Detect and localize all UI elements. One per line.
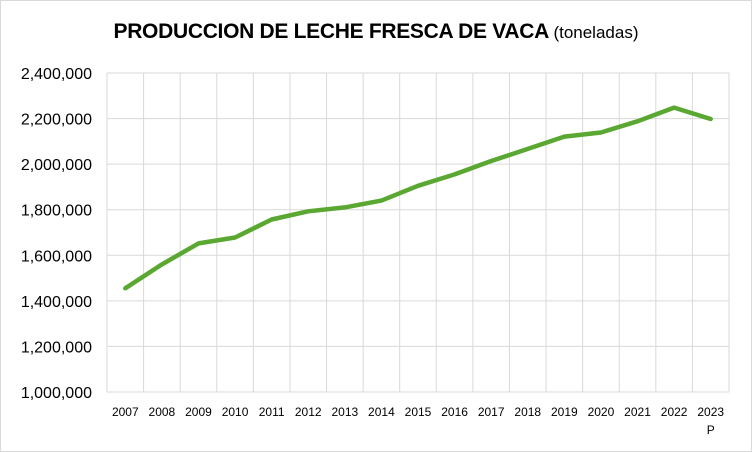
x-tick-label: 2020	[588, 405, 615, 419]
x-tick-label: 2010	[222, 405, 249, 419]
chart-title: PRODUCCION DE LECHE FRESCA DE VACA (tone…	[0, 20, 752, 44]
y-tick-label: 1,200,000	[21, 339, 92, 356]
x-axis-ticks: 2007 2008 2009 2010 2011 2012 2013 2014 2015 2016…	[112, 405, 724, 437]
chart-title-unit: (toneladas)	[553, 23, 639, 42]
y-tick-label: 1,400,000	[21, 294, 92, 311]
x-tick-label: 2015	[405, 405, 432, 419]
x-tick-label: 2018	[514, 405, 541, 419]
x-tick-label: 2011	[259, 405, 285, 419]
x-tick-label: 2013	[331, 405, 358, 419]
x-tick-label: 2023	[697, 405, 724, 419]
series-line	[123, 105, 713, 291]
x-tick-note: P	[707, 423, 715, 437]
y-tick-label: 2,400,000	[21, 66, 92, 83]
series-group	[123, 105, 713, 291]
gridlines	[106, 72, 730, 393]
chart-title-main: PRODUCCION DE LECHE FRESCA DE VACA	[113, 20, 549, 43]
x-tick-label: 2012	[295, 405, 322, 419]
x-tick-label: 2009	[185, 405, 212, 419]
y-axis-ticks: 1,000,000 1,200,000 1,400,000 1,600,000 1,80…	[21, 66, 92, 402]
y-tick-label: 1,600,000	[21, 248, 92, 265]
x-tick-label: 2021	[624, 405, 651, 419]
x-tick-label: 2022	[661, 405, 688, 419]
y-tick-label: 1,800,000	[21, 203, 92, 220]
x-tick-label: 2016	[441, 405, 468, 419]
x-tick-label: 2014	[368, 405, 395, 419]
y-tick-label: 2,200,000	[21, 112, 92, 129]
x-tick-label: 2017	[478, 405, 505, 419]
x-tick-label: 2019	[551, 405, 578, 419]
y-tick-label: 2,000,000	[21, 157, 92, 174]
x-tick-label: 2007	[112, 405, 139, 419]
x-tick-label: 2008	[149, 405, 176, 419]
y-tick-label: 1,000,000	[21, 385, 92, 402]
